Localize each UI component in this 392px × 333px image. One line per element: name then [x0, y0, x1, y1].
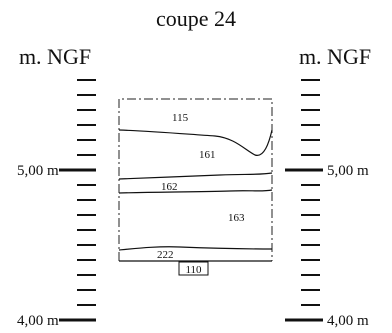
right-tick-label-4m: 4,00 m	[327, 313, 369, 329]
layer-label-222: 222	[157, 249, 174, 261]
layer-label-161: 161	[199, 149, 216, 161]
left-depth-scale	[59, 79, 96, 322]
layer-label-162: 162	[161, 181, 178, 193]
right-axis-unit-label: m. NGF	[299, 44, 371, 69]
base-label: 110	[185, 264, 202, 276]
section-frame	[118, 98, 273, 261]
layer-label-163: 163	[228, 212, 245, 224]
left-axis-unit-label: m. NGF	[19, 44, 91, 69]
right-depth-scale	[285, 79, 323, 322]
layer-boundary-115-161	[118, 129, 273, 156]
layer-label-115: 115	[172, 112, 189, 124]
layer-boundary-161-162	[118, 172, 273, 180]
layer-boundary-163-222	[118, 246, 273, 251]
base-label-box	[178, 261, 209, 276]
left-tick-label-4m: 4,00 m	[17, 313, 59, 329]
left-tick-label-5m: 5,00 m	[17, 163, 59, 179]
section-title: coupe 24	[156, 6, 236, 31]
layer-boundary-162-163	[118, 189, 273, 194]
right-tick-label-5m: 5,00 m	[327, 163, 369, 179]
